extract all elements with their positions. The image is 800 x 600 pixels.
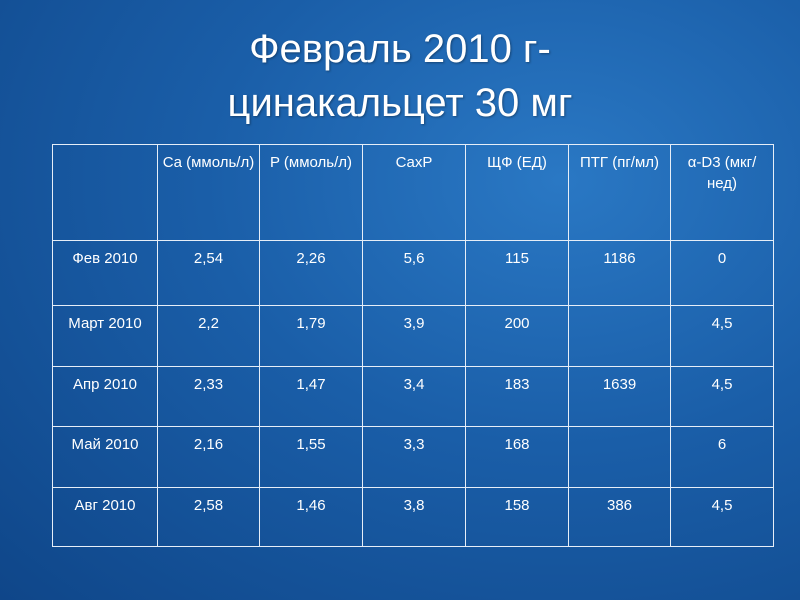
cell: 1,46 [259,487,363,547]
cell: 3,4 [362,366,466,427]
table-row: Апр 2010 2,33 1,47 3,4 183 1639 4,5 [52,366,774,427]
table-row: Авг 2010 2,58 1,46 3,8 158 386 4,5 [52,487,774,547]
cell: 6 [670,426,774,488]
cell: ПТГ (пг/мл) [568,144,671,241]
table-row: Май 2010 2,16 1,55 3,3 168 6 [52,426,774,488]
table-row: Март 2010 2,2 1,79 3,9 200 4,5 [52,305,774,367]
cell [568,305,671,367]
cell: α-D3 (мкг/нед) [670,144,774,241]
cell: 3,9 [362,305,466,367]
header-row: Ca (ммоль/л) P (ммоль/л) CaxP ЩФ (ЕД) ПТГ (п… [52,144,774,241]
cell: ЩФ (ЕД) [465,144,569,241]
row-label: Апр 2010 [52,366,158,427]
cell: 3,3 [362,426,466,488]
cell: 1639 [568,366,671,427]
cell: 168 [465,426,569,488]
table-row: Фев 2010 2,54 2,26 5,6 115 1186 0 [52,240,774,306]
cell: 386 [568,487,671,547]
row-label: Май 2010 [52,426,158,488]
cell: CaxP [362,144,466,241]
row-label: Фев 2010 [52,240,158,306]
cell: Ca (ммоль/л) [157,144,260,241]
row-label: Авг 2010 [52,487,158,547]
cell: 200 [465,305,569,367]
cell: 4,5 [670,366,774,427]
row-label [52,144,158,241]
cell: 158 [465,487,569,547]
cell: 4,5 [670,487,774,547]
cell: 2,2 [157,305,260,367]
slide-title: Февраль 2010 г- цинакальцет 30 мг [0,22,800,130]
cell [568,426,671,488]
data-table: Ca (ммоль/л) P (ммоль/л) CaxP ЩФ (ЕД) ПТГ (п… [52,144,774,547]
cell: 2,58 [157,487,260,547]
cell: 2,33 [157,366,260,427]
cell: 3,8 [362,487,466,547]
cell: 2,54 [157,240,260,306]
cell: 115 [465,240,569,306]
cell: 1,55 [259,426,363,488]
cell: 1,79 [259,305,363,367]
row-label: Март 2010 [52,305,158,367]
cell: P (ммоль/л) [259,144,363,241]
cell: 2,26 [259,240,363,306]
cell: 183 [465,366,569,427]
title-line: Февраль 2010 г- [249,27,551,71]
title-line: цинакальцет 30 мг [227,81,573,125]
cell: 0 [670,240,774,306]
cell: 5,6 [362,240,466,306]
cell: 1186 [568,240,671,306]
cell: 2,16 [157,426,260,488]
cell: 4,5 [670,305,774,367]
cell: 1,47 [259,366,363,427]
